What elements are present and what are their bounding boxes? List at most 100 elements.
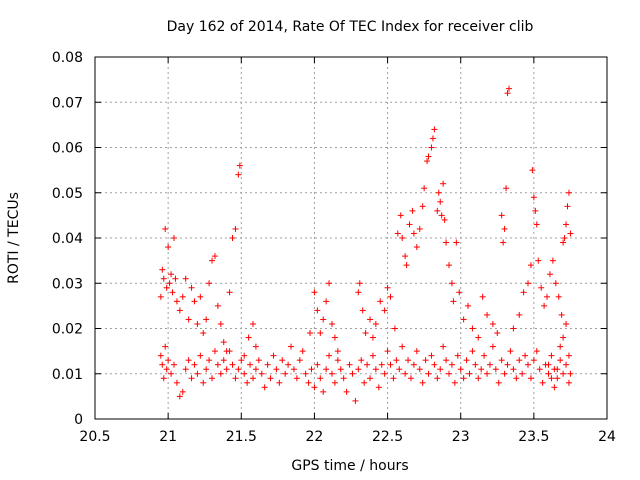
data-point bbox=[507, 348, 514, 355]
data-point bbox=[194, 320, 201, 327]
data-point bbox=[410, 361, 417, 368]
data-point bbox=[320, 388, 327, 395]
data-point bbox=[378, 361, 385, 368]
data-point bbox=[255, 357, 262, 364]
y-tick-label: 0.04 bbox=[52, 231, 83, 247]
data-point bbox=[343, 388, 350, 395]
data-point bbox=[290, 366, 297, 373]
data-point bbox=[334, 348, 341, 355]
data-point bbox=[560, 370, 567, 377]
data-point bbox=[235, 171, 242, 178]
data-point bbox=[463, 357, 470, 364]
data-point bbox=[431, 126, 438, 133]
data-point bbox=[527, 262, 534, 269]
data-point bbox=[170, 235, 177, 241]
data-point bbox=[465, 302, 472, 309]
data-point bbox=[544, 293, 551, 300]
data-point bbox=[160, 275, 167, 282]
data-point bbox=[238, 357, 245, 364]
data-point bbox=[235, 366, 242, 373]
data-point bbox=[220, 339, 227, 346]
data-point bbox=[416, 225, 423, 232]
data-point bbox=[421, 185, 428, 192]
data-point bbox=[522, 352, 529, 359]
data-point bbox=[264, 361, 271, 368]
data-point bbox=[331, 334, 338, 341]
data-point bbox=[460, 316, 467, 323]
data-point bbox=[173, 298, 180, 305]
data-point bbox=[437, 366, 444, 373]
data-point bbox=[168, 271, 175, 278]
data-point bbox=[361, 379, 368, 386]
data-point bbox=[320, 316, 327, 323]
data-point bbox=[176, 393, 183, 400]
data-point bbox=[563, 361, 570, 368]
data-point bbox=[236, 162, 243, 169]
data-point bbox=[229, 235, 236, 241]
data-point bbox=[211, 253, 218, 260]
data-point bbox=[402, 370, 409, 377]
data-point bbox=[560, 334, 567, 341]
y-tick-label: 0.06 bbox=[52, 141, 83, 157]
data-point bbox=[541, 302, 548, 309]
data-point bbox=[162, 225, 169, 232]
data-point bbox=[416, 366, 423, 373]
plot-area-frame bbox=[94, 56, 608, 420]
data-point bbox=[443, 357, 450, 364]
y-tick-label: 0.01 bbox=[52, 367, 83, 383]
data-point bbox=[525, 361, 532, 368]
data-point bbox=[381, 370, 388, 377]
y-tick-labels: 0 0.01 0.02 0.03 0.04 0.05 0.06 0.07 0.08 bbox=[52, 50, 83, 428]
data-point bbox=[446, 370, 453, 377]
data-point bbox=[500, 239, 507, 246]
data-point bbox=[206, 357, 213, 364]
data-point bbox=[276, 379, 283, 386]
data-point bbox=[194, 370, 201, 377]
y-tick-label: 0.08 bbox=[52, 50, 83, 66]
data-point bbox=[413, 244, 420, 251]
data-point bbox=[197, 352, 204, 359]
data-point bbox=[428, 144, 435, 151]
data-point bbox=[203, 366, 210, 373]
data-point bbox=[349, 370, 356, 377]
data-point bbox=[424, 158, 431, 165]
data-point bbox=[165, 357, 172, 364]
data-point bbox=[209, 375, 216, 382]
data-point bbox=[157, 352, 164, 359]
data-point bbox=[331, 379, 338, 386]
data-point bbox=[510, 325, 517, 332]
data-point bbox=[527, 375, 534, 382]
data-point bbox=[323, 366, 330, 373]
data-point bbox=[188, 284, 195, 291]
data-point bbox=[419, 379, 426, 386]
data-point bbox=[203, 316, 210, 323]
data-point bbox=[434, 375, 441, 382]
data-point bbox=[513, 375, 520, 382]
data-point bbox=[440, 180, 447, 187]
data-point bbox=[557, 343, 564, 350]
data-point bbox=[475, 375, 482, 382]
y-axis-label: ROTI / TECUs bbox=[6, 192, 22, 284]
data-point bbox=[314, 307, 321, 314]
data-point bbox=[390, 375, 397, 382]
data-point bbox=[396, 366, 403, 373]
data-point bbox=[560, 239, 567, 246]
data-point bbox=[270, 352, 277, 359]
data-point bbox=[558, 311, 565, 318]
data-point bbox=[448, 280, 455, 287]
data-point bbox=[249, 320, 256, 327]
data-point bbox=[176, 307, 183, 314]
data-point bbox=[478, 366, 485, 373]
data-point bbox=[305, 379, 312, 386]
data-point bbox=[337, 366, 344, 373]
data-point bbox=[393, 357, 400, 364]
data-point bbox=[197, 293, 204, 300]
data-point bbox=[182, 366, 189, 373]
data-point bbox=[159, 266, 166, 273]
data-point bbox=[191, 298, 198, 305]
data-point bbox=[261, 384, 268, 391]
data-point bbox=[486, 361, 493, 368]
data-point bbox=[340, 375, 347, 382]
data-point bbox=[535, 257, 542, 264]
data-point bbox=[288, 343, 295, 350]
